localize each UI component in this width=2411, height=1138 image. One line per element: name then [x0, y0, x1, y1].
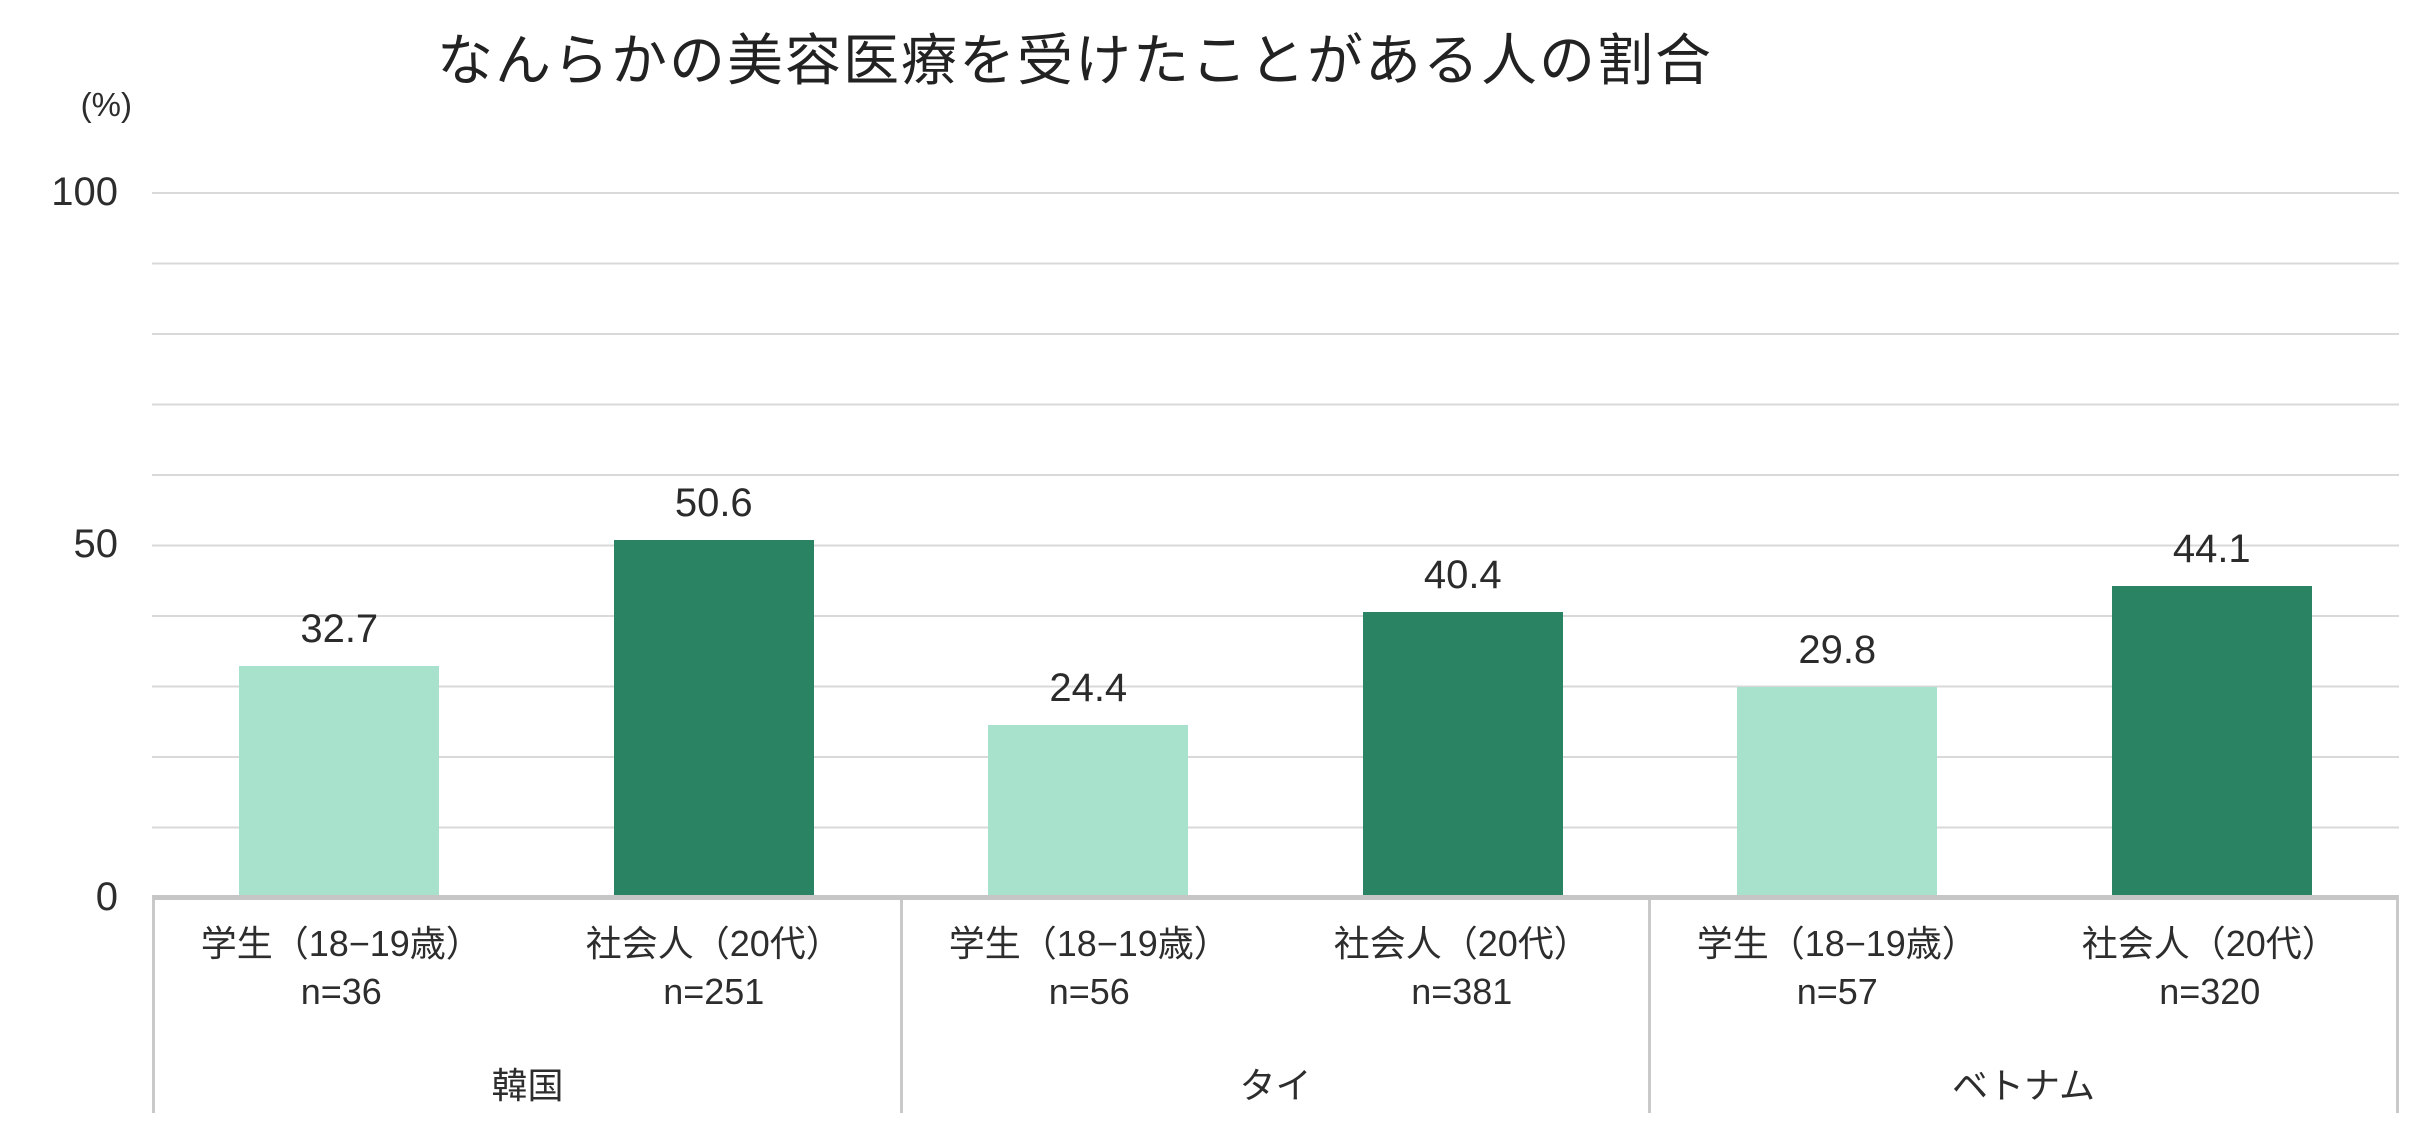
- bar-thailand-adult: 40.4: [1362, 553, 1563, 897]
- y-tick-50: 50: [73, 522, 119, 566]
- category-label-korea-adult: 社会人（20代） n=251: [528, 920, 901, 1016]
- bar-group-korea: 32.7 50.6: [152, 192, 901, 897]
- slot-vietnam-adult: 44.1: [2025, 192, 2400, 897]
- chart-title: なんらかの美容医療を受けたことがある人の割合: [437, 29, 1713, 92]
- slot-vietnam-student: 29.8: [1650, 192, 2025, 897]
- bar-vietnam-student: 29.8: [1737, 628, 1938, 897]
- slot-korea-student: 32.7: [152, 192, 527, 897]
- value-label-vietnam-adult: 44.1: [2172, 527, 2251, 572]
- category-label: 社会人（20代）: [585, 923, 842, 964]
- bar-vietnam-adult: 44.1: [2111, 527, 2312, 897]
- sample-size-label: n=56: [1048, 971, 1130, 1012]
- value-label-vietnam-student: 29.8: [1798, 627, 1877, 672]
- slot-thailand-student: 24.4: [901, 192, 1276, 897]
- category-label: 社会人（20代）: [2081, 923, 2338, 964]
- category-label-thailand-adult: 社会人（20代） n=381: [1276, 920, 1649, 1016]
- axis-labels-row: 学生（18−19歳） n=56 社会人（20代） n=381: [903, 900, 1648, 1016]
- axis-labels-row: 学生（18−19歳） n=57 社会人（20代） n=320: [1651, 900, 2396, 1016]
- slot-thailand-adult: 40.4: [1276, 192, 1651, 897]
- value-label-korea-adult: 50.6: [674, 481, 753, 526]
- slot-korea-adult: 50.6: [527, 192, 902, 897]
- category-label: 学生（18−19歳）: [1696, 923, 1978, 964]
- country-label-thailand: タイ: [1239, 1065, 1312, 1106]
- axis-group-korea: 学生（18−19歳） n=36 社会人（20代） n=251 韓国: [155, 900, 903, 1113]
- bar-korea-adult: 50.6: [613, 481, 814, 897]
- axis-group-vietnam: 学生（18−19歳） n=57 社会人（20代） n=320 ベトナム: [1651, 900, 2396, 1113]
- bar-thailand-student: 24.4: [988, 666, 1189, 897]
- country-label-korea: 韓国: [491, 1065, 564, 1106]
- sample-size-label: n=320: [2159, 971, 2261, 1012]
- country-label-vietnam: ベトナム: [1952, 1065, 2095, 1106]
- sample-size-label: n=36: [300, 971, 382, 1012]
- category-label: 学生（18−19歳）: [948, 923, 1230, 964]
- value-label-thailand-student: 24.4: [1049, 665, 1128, 710]
- axis-group-thailand: 学生（18−19歳） n=56 社会人（20代） n=381 タイ: [903, 900, 1651, 1113]
- bars-area: 32.7 50.6 24.4 40.4 29.8 44.: [152, 192, 2399, 897]
- y-tick-0: 0: [95, 875, 118, 919]
- sample-size-label: n=57: [1796, 971, 1878, 1012]
- value-label-thailand-adult: 40.4: [1423, 553, 1502, 598]
- bar-korea-student: 32.7: [239, 607, 440, 897]
- axis-labels-row: 学生（18−19歳） n=36 社会人（20代） n=251: [155, 900, 900, 1016]
- bar-group-thailand: 24.4 40.4: [901, 192, 1650, 897]
- plot-area-gridlines: [152, 192, 2399, 897]
- sample-size-label: n=381: [1411, 971, 1513, 1012]
- sample-size-label: n=251: [663, 971, 765, 1012]
- category-label-vietnam-adult: 社会人（20代） n=320: [2024, 920, 2397, 1016]
- bar-group-vietnam: 29.8 44.1: [1650, 192, 2399, 897]
- y-tick-100: 100: [51, 170, 118, 214]
- value-label-korea-student: 32.7: [300, 607, 379, 652]
- category-axis-table: 学生（18−19歳） n=36 社会人（20代） n=251 韓国 学生（18−…: [152, 895, 2399, 1113]
- category-label: 学生（18−19歳）: [200, 923, 482, 964]
- y-axis-unit-label: (%): [80, 86, 132, 123]
- category-label: 社会人（20代）: [1333, 923, 1590, 964]
- category-label-korea-student: 学生（18−19歳） n=36: [155, 920, 528, 1016]
- category-label-vietnam-student: 学生（18−19歳） n=57: [1651, 920, 2024, 1016]
- category-label-thailand-student: 学生（18−19歳） n=56: [903, 920, 1276, 1016]
